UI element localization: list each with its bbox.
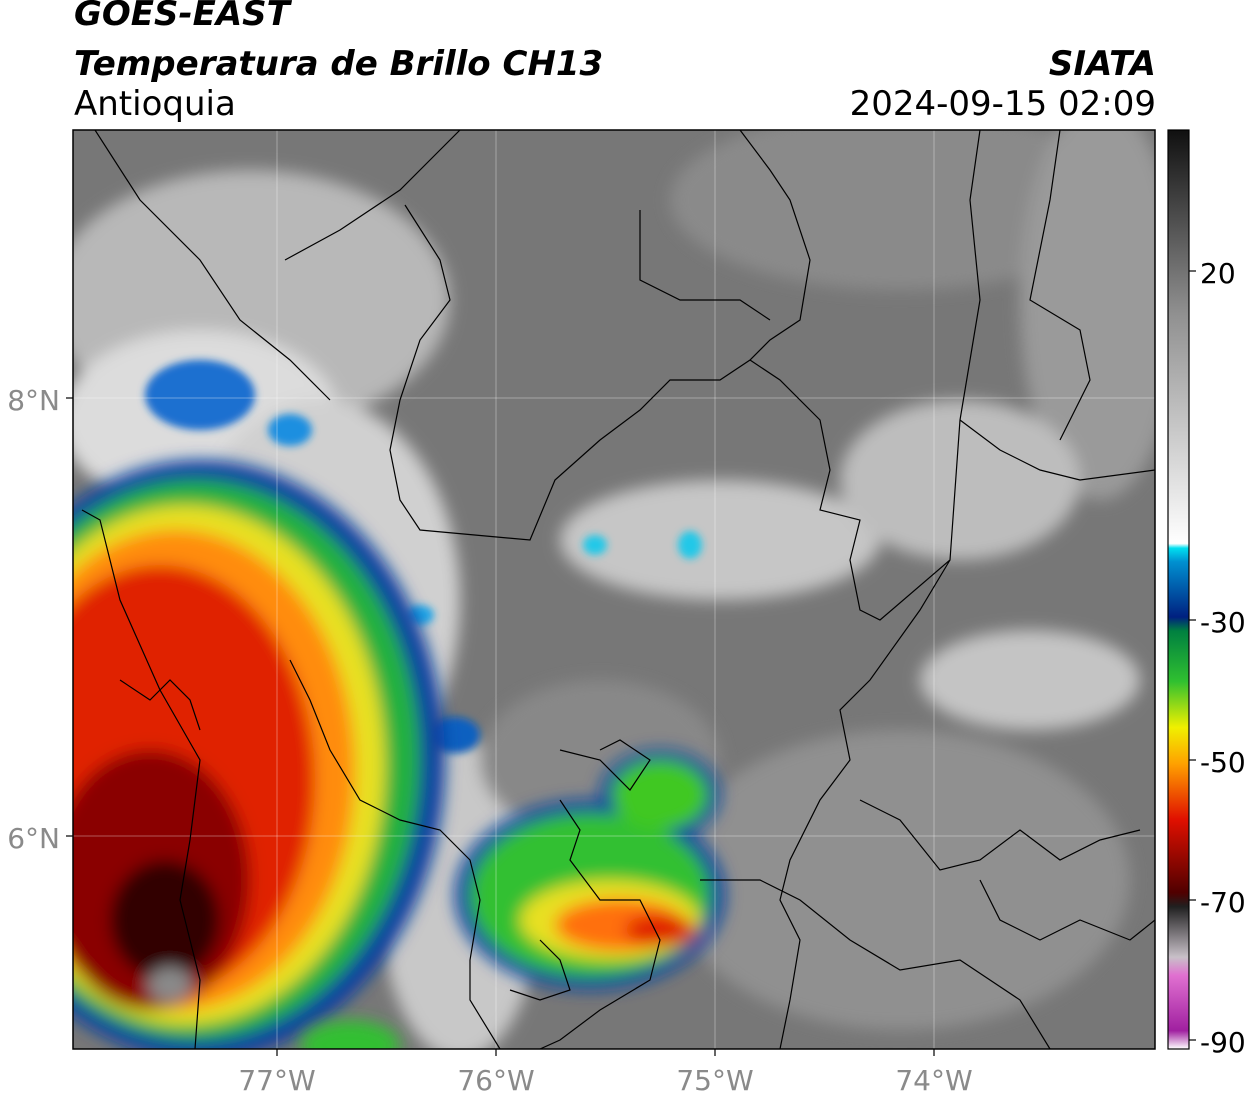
colorbar-tick-20: 20 [1200,257,1236,290]
map-frame [72,129,1156,1050]
colorbar-frame [1167,129,1190,1050]
graticule [73,130,1155,1049]
product-title: Temperatura de Brillo CH13 [74,44,604,84]
lon-label-75w: 75°W [676,1064,753,1097]
timestamp-label: 2024-09-15 02:09 [849,84,1156,124]
colorbar-scale [1168,130,1189,1049]
organization-label: SIATA [1048,44,1156,84]
lat-label-8n: 8°N [7,384,60,417]
colorbar-tick-minus50: -50 [1200,746,1246,779]
region-label: Antioquia [74,84,236,124]
brightness-temperature-field [73,130,1155,1049]
colorbar-tick-minus90: -90 [1200,1026,1246,1059]
colorbar-tick-minus30: -30 [1200,606,1246,639]
colorbar-tick-minus70: -70 [1200,886,1246,919]
lon-label-77w: 77°W [238,1064,315,1097]
satellite-title: GOES-EAST [74,0,290,34]
lon-label-76w: 76°W [457,1064,534,1097]
lat-label-6n: 6°N [7,822,60,855]
administrative-borders [81,130,1155,1049]
colorbar: 20 -30 -50 -70 -90 [1167,129,1246,1059]
axis-ticks [66,397,935,1056]
lon-label-74w: 74°W [895,1064,972,1097]
